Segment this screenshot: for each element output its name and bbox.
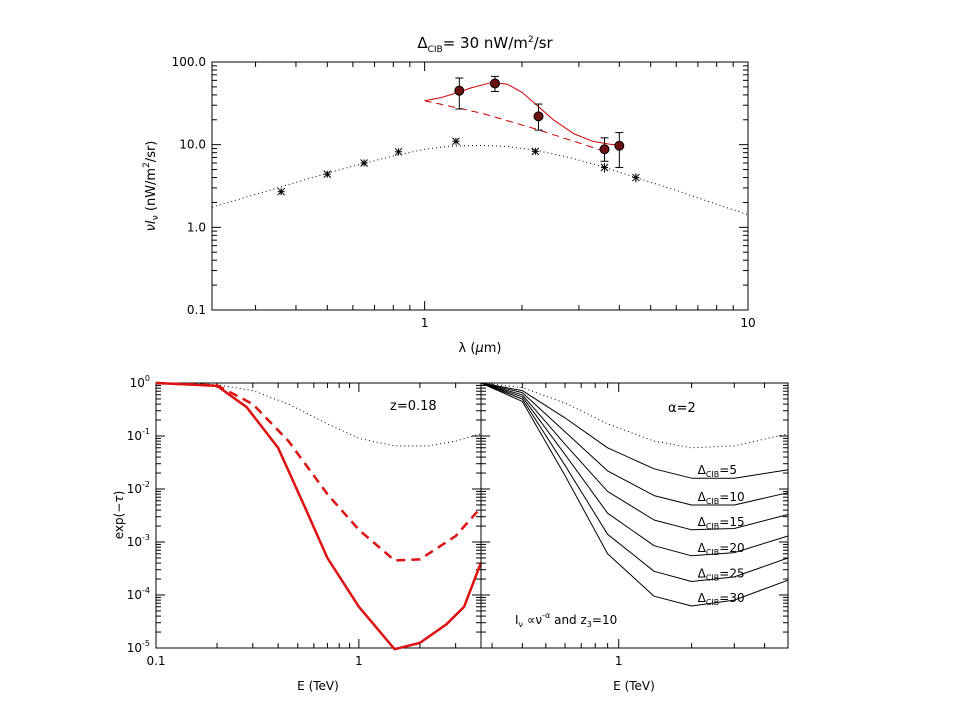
top-chart-title: ΔCIB= 30 nW/m2/sr bbox=[417, 34, 553, 55]
top-data-point-filled bbox=[599, 137, 610, 162]
bl-y-tick-label: 10-5 bbox=[127, 639, 150, 655]
point-marker bbox=[533, 111, 544, 122]
bottom-right-chart: 1 ΔCIB=5ΔCIB=10ΔCIB=15ΔCIB=20ΔCIB=25ΔCIB… bbox=[480, 382, 789, 693]
top-data-point-filled bbox=[454, 77, 465, 110]
bl-x-tick-label: 0.1 bbox=[146, 654, 165, 668]
top-data-point bbox=[600, 163, 609, 173]
top-data-point bbox=[394, 147, 403, 156]
bl-series-line-0 bbox=[155, 382, 482, 447]
bottom-left-y-axis-label: exp(−τ) bbox=[112, 491, 126, 540]
top-y-tick-label: 100.0 bbox=[172, 55, 206, 69]
top-data-point-filled bbox=[489, 75, 500, 92]
top-x-tick-label: 10 bbox=[740, 316, 755, 330]
top-x-axis-label: λ (μm) bbox=[459, 341, 502, 356]
top-plot-frame bbox=[211, 61, 749, 311]
bl-y-tick-label: 10-1 bbox=[127, 427, 150, 443]
br-series-line-3 bbox=[480, 382, 789, 531]
top-y-tick-label: 1.0 bbox=[187, 220, 206, 234]
br-series-line-5 bbox=[480, 382, 789, 582]
top-data-point-filled bbox=[533, 103, 544, 131]
bl-y-tick-label: 10-3 bbox=[127, 533, 150, 549]
bottom-right-x-axis-label: E (TeV) bbox=[613, 679, 655, 693]
top-x-tick-label: 1 bbox=[421, 316, 429, 330]
point-marker bbox=[614, 140, 625, 151]
point-marker bbox=[489, 78, 500, 89]
bottom-right-axis-ticks: 1 bbox=[481, 382, 789, 668]
point-marker bbox=[454, 85, 465, 96]
top-data-point bbox=[277, 187, 286, 196]
top-axis-ticks: 1 10 0.1 1.0 10.0 100.0 bbox=[172, 55, 756, 330]
bl-y-tick-label: 100 bbox=[130, 374, 150, 390]
bottom-left-x-axis-label: E (TeV) bbox=[297, 679, 339, 693]
bottom-left-plot-area bbox=[155, 381, 483, 651]
br-series-line-4 bbox=[480, 382, 789, 557]
top-data-point bbox=[360, 159, 368, 167]
top-plot-area bbox=[211, 75, 749, 216]
top-series-line-0 bbox=[211, 144, 749, 216]
bottom-right-series-labels: ΔCIB=5 ΔCIB=10 ΔCIB=15 ΔCIB=20 ΔCIB=25 ΔCIB=3… bbox=[698, 463, 745, 607]
top-chart: ΔCIB= 30 nW/m2/sr 1 10 0.1 1.0 10.0 100.0 λ (… bbox=[142, 34, 756, 356]
bottom-right-footnote: Iν ∝ν-α and z3=10 bbox=[515, 611, 617, 629]
series-label-3: ΔCIB=15 bbox=[698, 515, 745, 531]
series-label-6: ΔCIB=30 bbox=[698, 591, 745, 607]
br-series-line-0 bbox=[480, 382, 789, 449]
top-data-point bbox=[323, 170, 332, 178]
bottom-right-plot-area bbox=[480, 382, 789, 607]
bottom-right-plot-frame bbox=[480, 382, 789, 649]
series-label-2: ΔCIB=10 bbox=[698, 490, 745, 506]
series-label-1: ΔCIB=5 bbox=[698, 463, 737, 479]
br-series-line-2 bbox=[480, 382, 789, 506]
bl-series-line-2 bbox=[155, 381, 483, 651]
top-y-axis-label: νIν (nW/m2/sr) bbox=[142, 141, 161, 232]
series-label-4: ΔCIB=20 bbox=[698, 541, 745, 557]
point-marker bbox=[599, 144, 610, 155]
bl-y-tick-label: 10-2 bbox=[127, 480, 150, 496]
series-label-5: ΔCIB=25 bbox=[698, 566, 745, 582]
top-data-point bbox=[531, 147, 540, 156]
bl-x-tick-label: 1 bbox=[355, 654, 363, 668]
br-series-line-6 bbox=[480, 382, 789, 607]
top-data-point bbox=[452, 137, 460, 146]
top-data-point-filled bbox=[614, 132, 625, 168]
bottom-left-annotation: z=0.18 bbox=[390, 399, 437, 414]
top-data-point bbox=[632, 173, 640, 183]
bottom-left-plot-frame bbox=[155, 382, 482, 649]
top-series-line-3 bbox=[424, 100, 609, 154]
top-y-tick-label: 10.0 bbox=[179, 138, 206, 152]
bottom-left-axis-ticks: 0.1 1 100 10-1 10-2 10-3 10-4 10-5 bbox=[127, 374, 482, 668]
br-x-tick-label: 1 bbox=[615, 654, 623, 668]
top-y-tick-label: 0.1 bbox=[187, 303, 206, 317]
bottom-right-annotation: α=2 bbox=[668, 401, 696, 416]
br-series-line-1 bbox=[480, 382, 789, 479]
top-series-line-2 bbox=[424, 82, 620, 146]
bottom-left-chart: 0.1 1 100 10-1 10-2 10-3 10-4 10-5 z=0.18 E (Te… bbox=[112, 374, 483, 693]
bl-y-tick-label: 10-4 bbox=[127, 586, 150, 602]
bl-series-line-1 bbox=[155, 381, 482, 562]
